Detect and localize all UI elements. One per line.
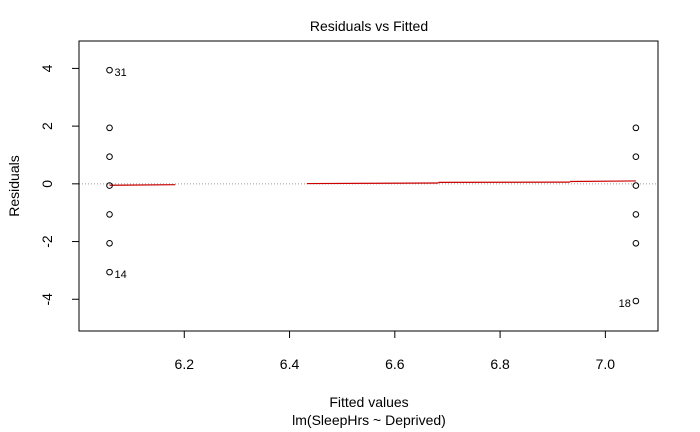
smoother-segment	[570, 180, 636, 183]
y-tick-label: -4	[39, 293, 55, 306]
residual-point	[106, 124, 113, 132]
point-label: 14	[115, 269, 127, 281]
y-tick-label: 0	[39, 180, 55, 188]
residual-point	[106, 268, 113, 276]
residual-points	[106, 66, 640, 305]
y-tick-label: 4	[39, 64, 55, 72]
residual-point	[632, 297, 640, 305]
residual-point	[106, 66, 113, 74]
point-label: 18	[619, 298, 631, 310]
model-formula-subtitle: lm(SleepHrs ~ Deprived)	[292, 412, 446, 428]
residual-point	[106, 153, 113, 161]
y-tick-label: -2	[39, 235, 55, 248]
chart-title: Residuals vs Fitted	[310, 18, 428, 34]
x-tick-label: 6.6	[385, 356, 405, 372]
residual-point	[632, 153, 640, 161]
x-axis: 6.2 6.4 6.6 6.8 7.0	[175, 330, 616, 372]
outlier-labels: 31 14 18	[115, 67, 631, 310]
residual-point	[106, 182, 113, 189]
residual-point	[632, 239, 640, 247]
residual-point	[106, 239, 113, 247]
y-axis: -4 -2 0 2 4	[39, 64, 80, 306]
x-axis-label: Fitted values	[329, 394, 408, 410]
smoother-line	[109, 180, 636, 186]
y-tick-label: 2	[39, 122, 55, 130]
x-tick-label: 6.8	[490, 356, 510, 372]
residual-point	[632, 211, 640, 218]
point-label: 31	[115, 67, 127, 79]
residual-point	[632, 124, 640, 132]
smoother-segment	[306, 182, 439, 185]
x-tick-label: 7.0	[596, 356, 616, 372]
x-tick-label: 6.4	[280, 356, 300, 372]
x-tick-label: 6.2	[175, 356, 195, 372]
plot-frame	[78, 40, 659, 332]
smoother-segment	[109, 184, 176, 186]
y-axis-label: Residuals	[6, 155, 22, 216]
residual-point	[632, 182, 640, 189]
residual-point	[106, 211, 113, 218]
